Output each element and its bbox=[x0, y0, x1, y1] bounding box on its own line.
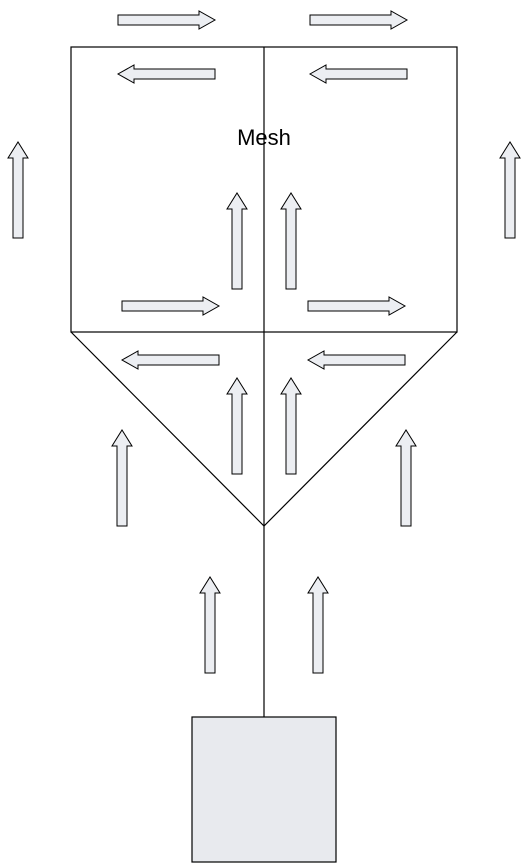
arrow-left-icon bbox=[306, 350, 406, 370]
arrow-up-icon bbox=[280, 192, 302, 290]
arrow-right-icon bbox=[117, 10, 217, 30]
arrow-left-icon bbox=[120, 350, 220, 370]
arrow-up-icon bbox=[111, 429, 133, 527]
mesh-label: Mesh bbox=[237, 125, 291, 150]
arrow-up-icon bbox=[199, 576, 221, 674]
arrow-left-icon bbox=[308, 64, 408, 84]
funnel-triangle bbox=[70, 331, 458, 527]
arrow-up-icon bbox=[7, 141, 29, 239]
arrow-right-icon bbox=[309, 10, 409, 30]
arrow-up-icon bbox=[280, 377, 302, 475]
arrow-right-icon bbox=[121, 296, 221, 316]
arrow-up-icon bbox=[395, 429, 417, 527]
arrow-up-icon bbox=[499, 141, 521, 239]
arrow-up-icon bbox=[307, 576, 329, 674]
arrow-up-icon bbox=[226, 192, 248, 290]
arrow-right-icon bbox=[307, 296, 407, 316]
arrow-left-icon bbox=[116, 64, 216, 84]
source-box bbox=[191, 716, 337, 863]
arrow-up-icon bbox=[226, 377, 248, 475]
